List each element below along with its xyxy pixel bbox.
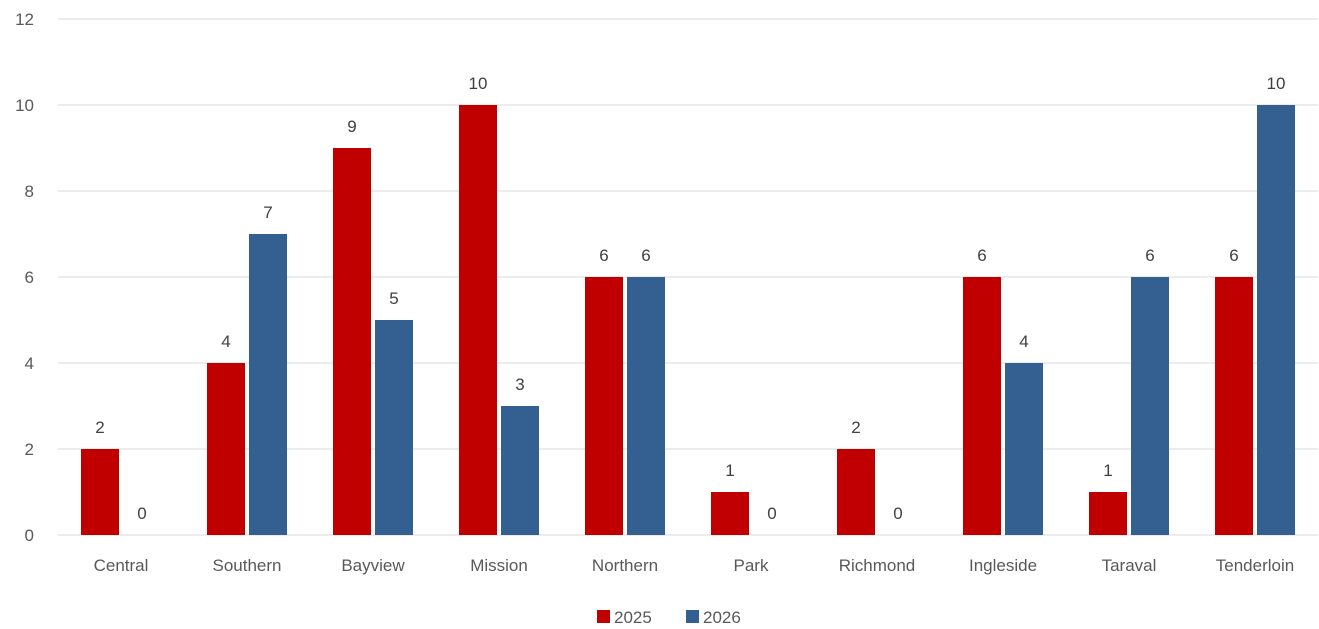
data-label-2025-central: 2 <box>95 418 104 437</box>
legend-swatch-2026 <box>686 610 699 623</box>
data-label-2025-tenderloin: 6 <box>1229 246 1238 265</box>
y-tick-label: 0 <box>25 526 34 545</box>
y-tick-label: 8 <box>25 182 34 201</box>
y-tick-label: 6 <box>25 268 34 287</box>
y-tick-label: 2 <box>25 440 34 459</box>
x-axis-tick-labels: Central Southern Bayview Mission Northern Par… <box>94 556 1295 575</box>
data-label-2025-taraval: 1 <box>1103 461 1112 480</box>
bar-2025-northern <box>585 277 623 535</box>
x-tick-label: Ingleside <box>969 556 1037 575</box>
bar-2026-tenderloin <box>1257 105 1295 535</box>
data-label-2025-mission: 10 <box>469 74 488 93</box>
x-tick-label: Mission <box>470 556 528 575</box>
data-label-2025-southern: 4 <box>221 332 230 351</box>
gridlines <box>58 18 1318 536</box>
bar-2025-mission <box>459 105 497 535</box>
x-tick-label: Northern <box>592 556 658 575</box>
bar-2026-mission <box>501 406 539 535</box>
bar-2025-southern <box>207 363 245 535</box>
legend-swatch-2025 <box>597 610 610 623</box>
y-tick-label: 4 <box>25 354 34 373</box>
bar-2025-park <box>711 492 749 535</box>
bar-2026-taraval <box>1131 277 1169 535</box>
bar-2025-tenderloin <box>1215 277 1253 535</box>
data-label-2025-northern: 6 <box>599 246 608 265</box>
y-tick-label: 12 <box>15 10 34 29</box>
data-label-2026-southern: 7 <box>263 203 272 222</box>
bar-2026-northern <box>627 277 665 535</box>
data-label-2026-central: 0 <box>137 504 146 523</box>
legend: 2025 2026 <box>597 608 741 627</box>
data-label-2026-park: 0 <box>767 504 776 523</box>
bars <box>81 105 1295 535</box>
x-tick-label: Southern <box>213 556 282 575</box>
data-label-2025-park: 1 <box>725 461 734 480</box>
y-tick-label: 10 <box>15 96 34 115</box>
bar-2026-bayview <box>375 320 413 535</box>
data-label-2026-taraval: 6 <box>1145 246 1154 265</box>
data-label-2025-bayview: 9 <box>347 117 356 136</box>
legend-label-2026: 2026 <box>703 608 741 627</box>
data-label-2026-tenderloin: 10 <box>1267 74 1286 93</box>
data-label-2026-bayview: 5 <box>389 289 398 308</box>
x-tick-label: Bayview <box>341 556 405 575</box>
data-label-2026-mission: 3 <box>515 375 524 394</box>
bar-2025-central <box>81 449 119 535</box>
data-label-2025-richmond: 2 <box>851 418 860 437</box>
data-label-2026-richmond: 0 <box>893 504 902 523</box>
x-tick-label: Tenderloin <box>1216 556 1294 575</box>
x-tick-label: Taraval <box>1102 556 1157 575</box>
y-axis-tick-labels: 0 2 4 6 8 10 12 <box>15 10 34 545</box>
data-label-2025-ingleside: 6 <box>977 246 986 265</box>
bar-2026-ingleside <box>1005 363 1043 535</box>
bar-2025-richmond <box>837 449 875 535</box>
bar-2025-bayview <box>333 148 371 535</box>
legend-label-2025: 2025 <box>614 608 652 627</box>
x-tick-label: Park <box>734 556 769 575</box>
bar-2025-ingleside <box>963 277 1001 535</box>
data-label-2026-ingleside: 4 <box>1019 332 1028 351</box>
bar-2026-southern <box>249 234 287 535</box>
x-tick-label: Richmond <box>839 556 916 575</box>
x-tick-label: Central <box>94 556 149 575</box>
bar-2025-taraval <box>1089 492 1127 535</box>
data-label-2026-northern: 6 <box>641 246 650 265</box>
